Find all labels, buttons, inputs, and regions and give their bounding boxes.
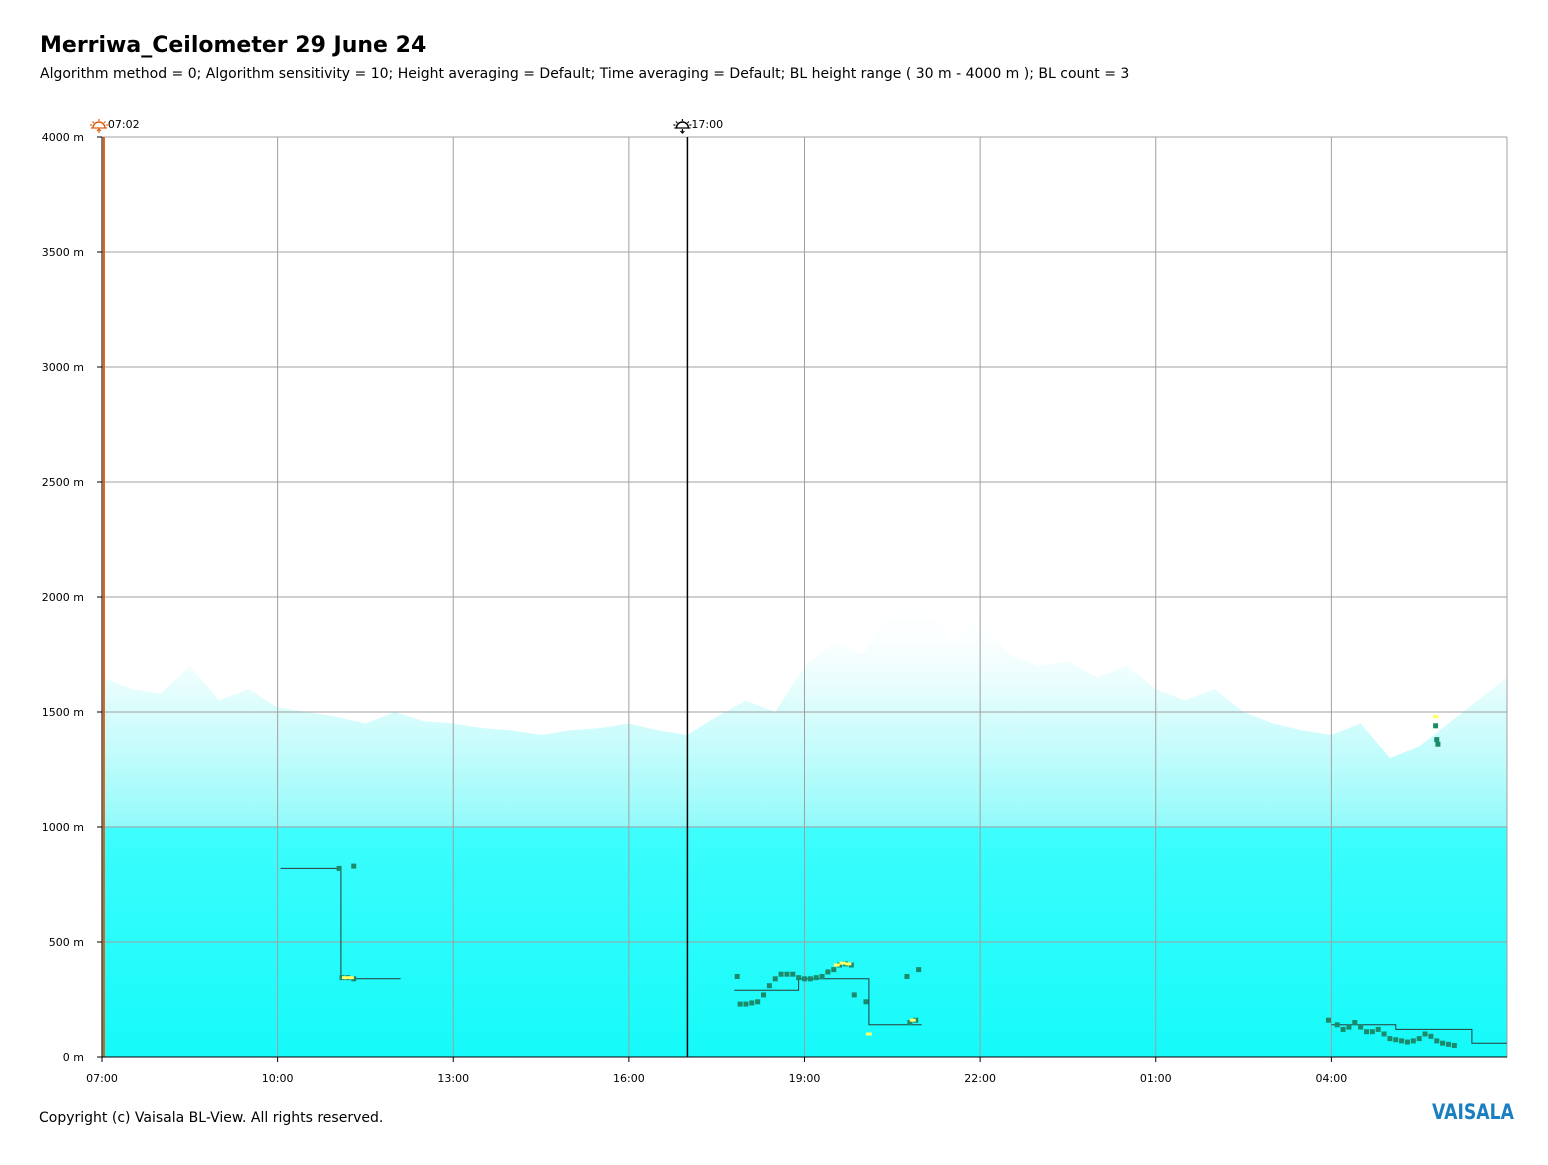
bl-point xyxy=(1334,1022,1340,1028)
bl-point xyxy=(784,971,790,977)
sunrise-time-label: 07:02 xyxy=(108,118,140,131)
bl-point xyxy=(831,967,837,973)
axes: 0 m 500 m 1000 m 1500 m 2000 m 2500 m 3000 m 35… xyxy=(42,131,1507,1085)
bl-point xyxy=(825,969,831,975)
ceilometer-chart: 07:02 17:00 0 m 500 m 1000 m 1500 m 2000 m 250… xyxy=(42,118,1508,1085)
bl-point xyxy=(1410,1038,1416,1044)
bl-point xyxy=(904,974,910,979)
bl-height-line xyxy=(280,867,401,980)
bl-point xyxy=(916,967,922,973)
bl-highlight xyxy=(845,962,852,966)
y-tick-label: 4000 m xyxy=(42,131,84,144)
sunrise-icon-ray xyxy=(103,121,106,124)
sunrise-icon xyxy=(89,119,108,133)
sunset-icon-arrow xyxy=(679,129,685,134)
bl-highlight xyxy=(347,976,354,980)
bl-point xyxy=(1346,1024,1352,1030)
bl-point xyxy=(796,975,802,981)
chart-title: Merriwa_Ceilometer 29 June 24 xyxy=(40,33,427,58)
sunset-icon-arc xyxy=(675,121,690,129)
bl-point xyxy=(907,1020,913,1025)
bl-point xyxy=(1325,1017,1331,1023)
y-tick-label: 0 m xyxy=(63,1051,84,1064)
bl-point xyxy=(1416,1036,1422,1042)
bl-point xyxy=(1433,723,1439,729)
bl-point xyxy=(1375,1026,1381,1032)
bl-point xyxy=(1340,1026,1346,1032)
bl-point xyxy=(1422,1031,1428,1037)
x-tick-label: 16:00 xyxy=(613,1072,645,1085)
bl-point xyxy=(1352,1020,1358,1025)
bl-point xyxy=(1404,1039,1410,1045)
y-tick-label: 3000 m xyxy=(42,361,84,374)
bl-point xyxy=(807,976,813,982)
bl-point xyxy=(755,999,761,1005)
bl-point xyxy=(1445,1041,1451,1047)
vaisala-logo: VAISALA xyxy=(1432,1100,1514,1124)
bl-point xyxy=(1369,1029,1375,1035)
bl-point xyxy=(1428,1033,1434,1039)
sunrise-icon-arrow xyxy=(96,128,102,133)
bl-point xyxy=(1358,1024,1364,1030)
bl-highlight xyxy=(909,1018,916,1022)
bl-point xyxy=(778,971,784,977)
bl-point xyxy=(1440,1040,1446,1046)
y-tick-label: 1500 m xyxy=(42,706,84,719)
bl-point xyxy=(766,983,772,989)
sunset-icon-ray xyxy=(686,121,690,124)
bl-point xyxy=(802,976,807,982)
x-tick-label: 13:00 xyxy=(437,1072,469,1085)
bl-point xyxy=(737,1001,743,1007)
bl-point xyxy=(1387,1036,1393,1042)
bl-point xyxy=(1364,1029,1369,1035)
sunrise-icon-arc xyxy=(92,121,106,129)
y-tick-label: 3500 m xyxy=(42,246,84,259)
bl-point xyxy=(1434,1038,1440,1044)
bl-point xyxy=(743,1001,749,1007)
bl-highlight xyxy=(865,1032,872,1036)
bl-highlight xyxy=(833,963,840,967)
y-tick-label: 2000 m xyxy=(42,591,84,604)
bl-point xyxy=(1434,737,1440,743)
bl-point xyxy=(734,974,740,979)
grid-lines xyxy=(101,136,1508,1058)
x-tick-label: 10:00 xyxy=(262,1072,294,1085)
sunset-icon-ray xyxy=(675,121,678,124)
chart-subtitle: Algorithm method = 0; Algorithm sensitiv… xyxy=(40,66,1130,82)
bl-point xyxy=(1381,1031,1387,1037)
bl-point xyxy=(1435,741,1441,747)
bl-point xyxy=(1399,1038,1405,1044)
bl-point xyxy=(819,974,825,979)
x-tick-label: 01:00 xyxy=(1140,1072,1172,1085)
x-tick-label: 22:00 xyxy=(964,1072,996,1085)
bl-point xyxy=(1393,1037,1399,1043)
copyright-text: Copyright (c) Vaisala BL-View. All right… xyxy=(39,1110,384,1126)
bl-point xyxy=(772,976,778,982)
x-tick-label: 19:00 xyxy=(789,1072,821,1085)
bl-point xyxy=(749,1000,755,1006)
bl-point xyxy=(851,992,857,998)
boundary-layer-layer xyxy=(280,715,1507,1048)
bl-point xyxy=(790,971,796,977)
bl-point xyxy=(813,975,819,981)
y-tick-label: 500 m xyxy=(49,936,84,949)
sunset-time-label: 17:00 xyxy=(691,118,723,131)
y-tick-label: 2500 m xyxy=(42,476,84,489)
bl-highlight xyxy=(341,976,348,980)
x-tick-label: 07:00 xyxy=(86,1072,118,1085)
sunset-icon xyxy=(673,119,692,134)
bl-point xyxy=(761,992,767,998)
x-tick-label: 04:00 xyxy=(1316,1072,1348,1085)
bl-point xyxy=(336,865,342,871)
bl-highlight xyxy=(839,961,846,965)
bl-highlight xyxy=(1432,715,1439,719)
bl-point xyxy=(863,999,869,1005)
sunrise-icon-ray xyxy=(92,121,95,124)
bl-height-line xyxy=(734,978,922,1026)
bl-point xyxy=(1451,1043,1457,1048)
y-tick-label: 1000 m xyxy=(42,821,84,834)
bl-height-line xyxy=(1331,1024,1507,1044)
bl-point xyxy=(351,863,357,869)
event-lines: 07:02 17:00 xyxy=(89,118,723,1057)
